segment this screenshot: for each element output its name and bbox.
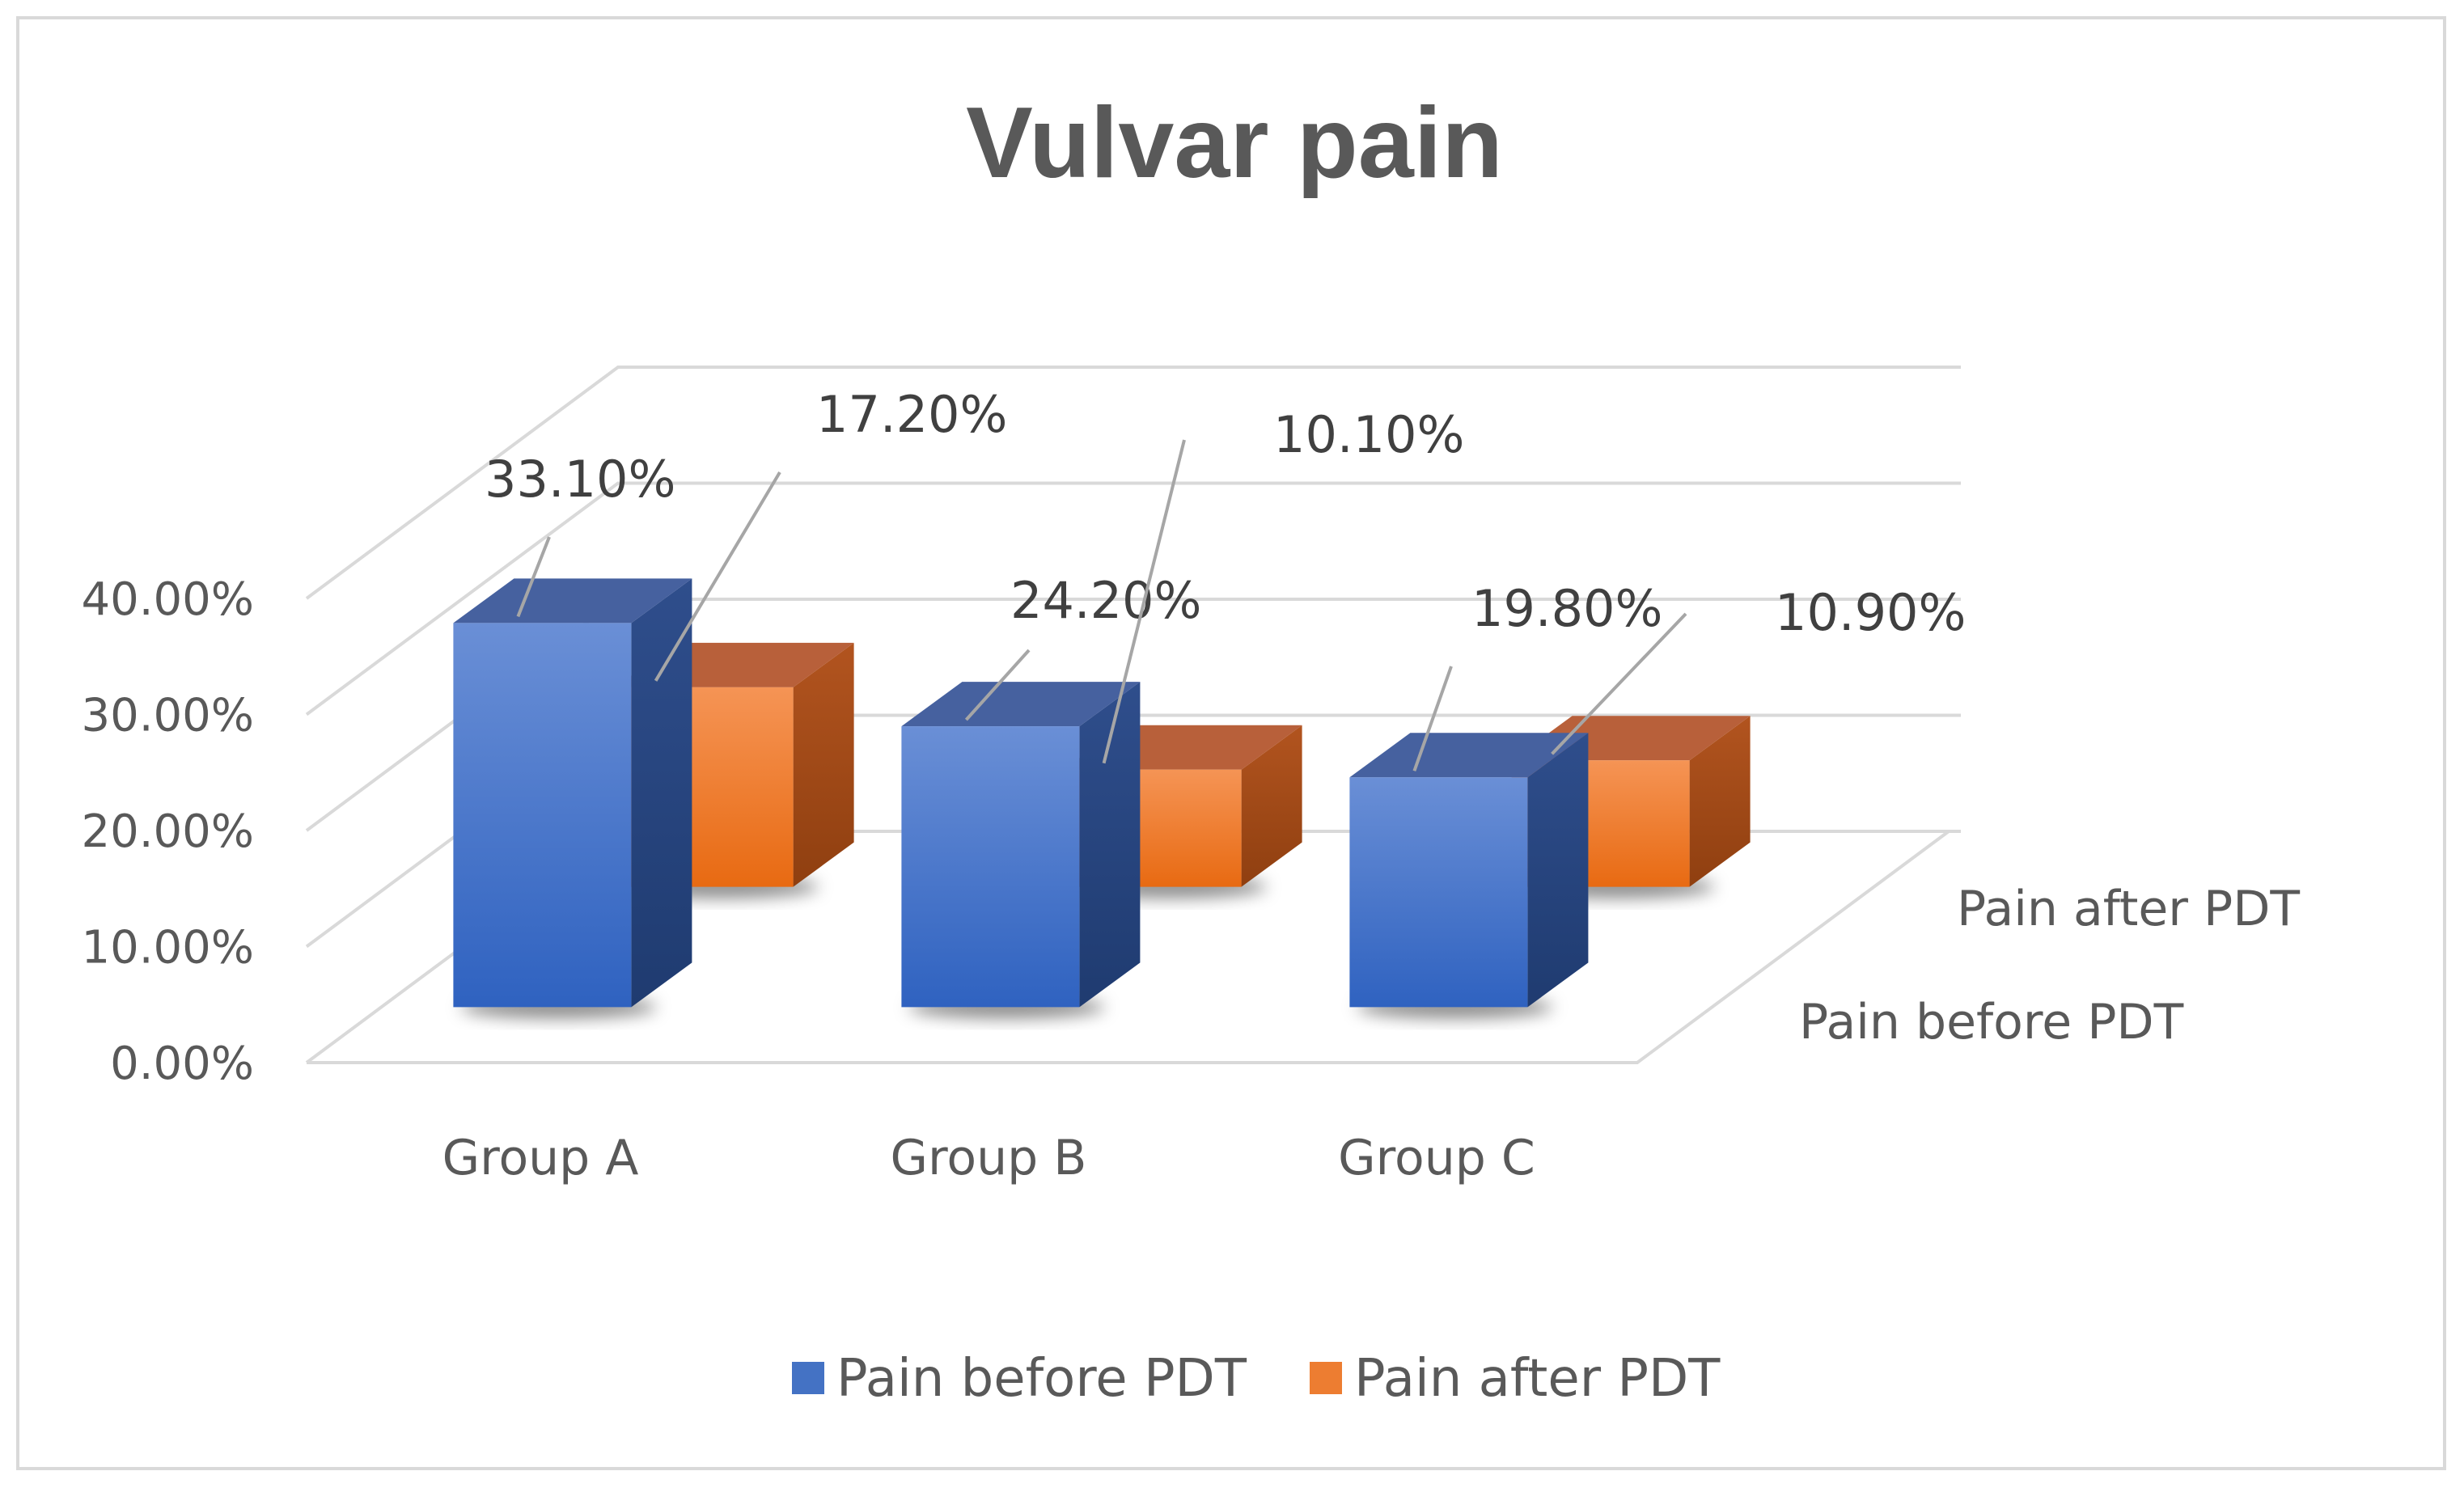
gridline xyxy=(305,481,1961,717)
data-label: 10.90% xyxy=(1775,583,1966,642)
x-tick-label: Group C xyxy=(1338,1130,1535,1186)
y-tick-label: 20.00% xyxy=(81,805,254,858)
y-tick-label: 30.00% xyxy=(81,690,254,742)
legend: Pain before PDT Pain after PDT xyxy=(792,1349,1721,1409)
chart-frame: Vulvar pain 0.00% 10.00% 20.00% 30.00% 40.00… xyxy=(16,16,2446,1470)
bar-front xyxy=(901,726,1080,1008)
chart-title: Vulvar pain xyxy=(966,87,1503,199)
bar-side xyxy=(1527,733,1589,1008)
legend-swatch-before xyxy=(792,1362,824,1394)
gridline xyxy=(305,366,1961,600)
bar-front xyxy=(453,623,632,1008)
depth-axis-label: Pain before PDT xyxy=(1799,994,2184,1050)
bar-side xyxy=(1241,725,1302,887)
bar-before xyxy=(901,682,1141,1019)
bar-after xyxy=(1063,725,1302,898)
legend-label-after: Pain after PDT xyxy=(1354,1349,1721,1409)
bar-top xyxy=(1349,733,1589,778)
bar-side xyxy=(1689,716,1751,887)
leader-line xyxy=(964,649,1031,721)
data-label: 24.20% xyxy=(1010,571,1201,630)
legend-swatch-after xyxy=(1310,1362,1342,1394)
y-tick-label: 0.00% xyxy=(110,1038,254,1090)
data-labels: 33.10% 24.20% 19.80% 17.20% 10.10% 10.90% xyxy=(485,385,1966,771)
y-axis: 0.00% 10.00% 20.00% 30.00% 40.00% xyxy=(81,573,254,1090)
data-label: 33.10% xyxy=(485,450,675,509)
bar-top xyxy=(901,682,1141,727)
bars xyxy=(453,578,1751,1019)
data-label: 17.20% xyxy=(816,385,1007,444)
bar-before xyxy=(1349,733,1589,1019)
data-label: 19.80% xyxy=(1471,579,1662,638)
bar-side xyxy=(793,642,854,887)
bar-side xyxy=(631,578,692,1008)
floor-edge xyxy=(307,830,1950,1064)
leader-line xyxy=(654,471,781,682)
bar-top xyxy=(453,578,692,624)
leader-line xyxy=(1412,666,1453,771)
legend-label-before: Pain before PDT xyxy=(836,1349,1247,1409)
leader-line xyxy=(1102,439,1186,764)
leader-line xyxy=(516,536,551,618)
bar-side xyxy=(1079,682,1141,1008)
depth-axis-label: Pain after PDT xyxy=(1957,881,2300,937)
x-axis: Group A Group B Group C xyxy=(442,1130,1535,1186)
leader-line xyxy=(1551,612,1687,755)
x-tick-label: Group B xyxy=(891,1130,1087,1186)
bar-before xyxy=(453,578,692,1019)
data-label: 10.10% xyxy=(1273,405,1464,464)
chart-svg: Vulvar pain 0.00% 10.00% 20.00% 30.00% 40.00… xyxy=(81,87,2300,1409)
x-tick-label: Group A xyxy=(442,1130,639,1186)
bar-front xyxy=(1349,777,1528,1008)
y-tick-label: 10.00% xyxy=(81,922,254,974)
y-tick-label: 40.00% xyxy=(81,573,254,626)
depth-axis: Pain before PDT Pain after PDT xyxy=(1799,881,2300,1050)
